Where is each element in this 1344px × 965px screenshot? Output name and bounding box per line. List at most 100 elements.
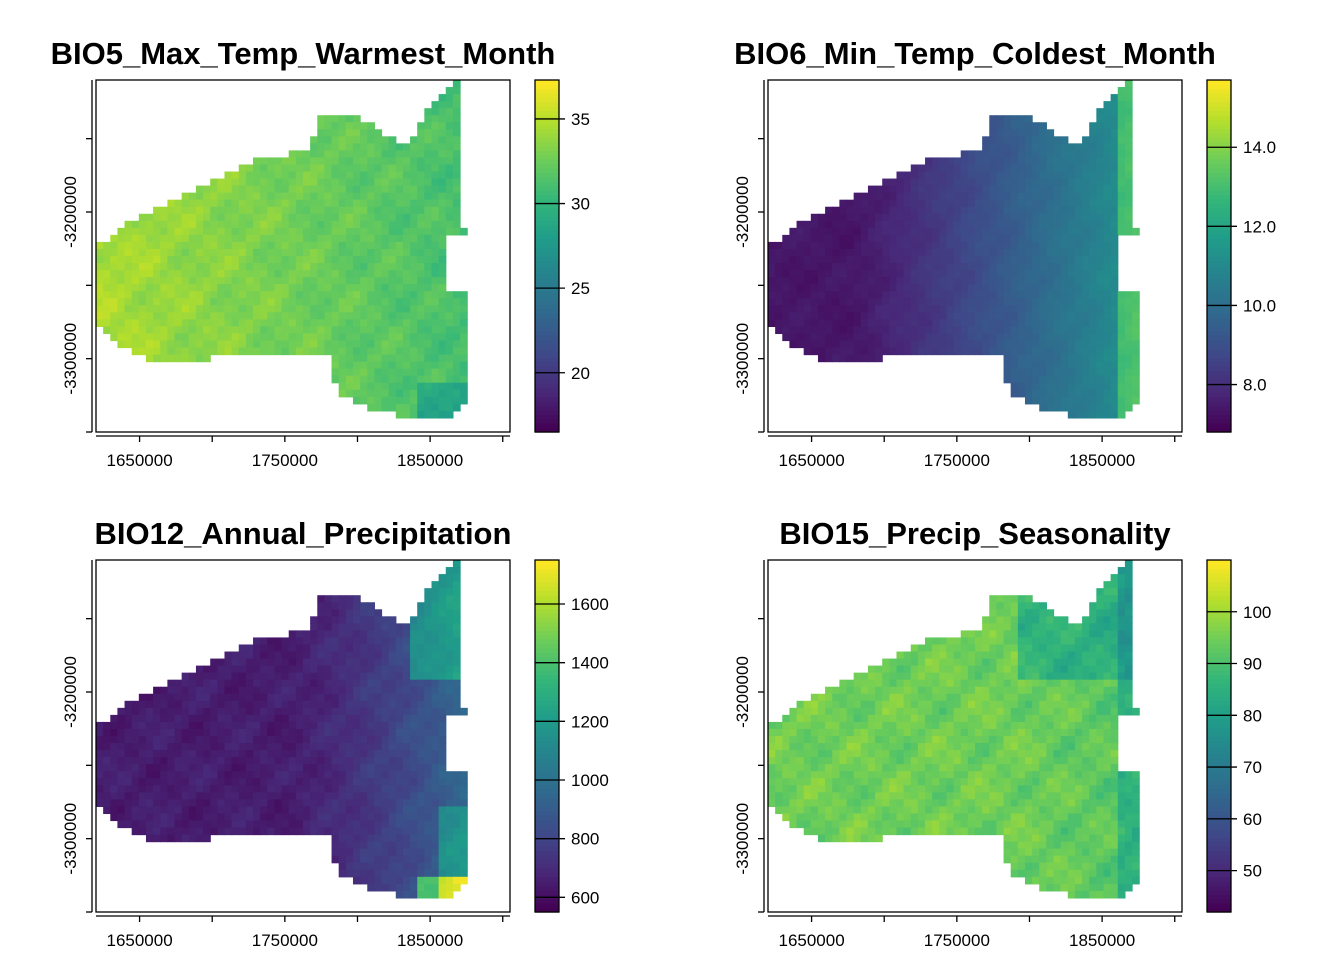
raster-cell [367, 757, 375, 765]
raster-cell [332, 376, 340, 384]
raster-cell [203, 792, 211, 800]
raster-cell [389, 270, 397, 278]
raster-cell [374, 390, 382, 398]
raster-cell [96, 736, 104, 744]
raster-cell [182, 348, 190, 356]
raster-cell [1039, 305, 1047, 313]
raster-cell [875, 249, 883, 257]
raster-cell [1011, 305, 1019, 313]
raster-cell [1096, 284, 1104, 292]
raster-cell [360, 362, 368, 370]
raster-cell [431, 411, 439, 419]
colorbar-segment [535, 186, 559, 191]
colorbar-segment [535, 225, 559, 230]
raster-cell [439, 680, 447, 688]
raster-cell [289, 820, 297, 828]
raster-cell [332, 842, 340, 850]
raster-cell [1089, 326, 1097, 334]
raster-cell [911, 319, 919, 327]
raster-cell [246, 221, 254, 229]
raster-cell [103, 284, 111, 292]
raster-cell [446, 687, 454, 695]
raster-cell [882, 214, 890, 222]
raster-cell [382, 828, 390, 836]
colorbar-segment [535, 208, 559, 213]
raster-cell [982, 333, 990, 341]
raster-cell [210, 722, 218, 730]
raster-cell [110, 249, 118, 257]
raster-cell [382, 694, 390, 702]
raster-cell [417, 778, 425, 786]
raster-cell [182, 298, 190, 306]
raster-cell [446, 122, 454, 130]
raster-cell [217, 319, 225, 327]
raster-cell [811, 228, 819, 236]
raster-cell [303, 228, 311, 236]
raster-cell [1111, 411, 1119, 419]
raster-cell [417, 411, 425, 419]
raster-cell [768, 312, 776, 320]
raster-cell [403, 200, 411, 208]
raster-cell [303, 666, 311, 674]
raster-cell [332, 750, 340, 758]
chart-title: BIO5_Max_Temp_Warmest_Month [51, 36, 556, 71]
raster-cell [918, 172, 926, 180]
raster-cell [775, 284, 783, 292]
raster-cell [424, 200, 432, 208]
raster-cell [1075, 411, 1083, 419]
raster-cell [374, 644, 382, 652]
raster-cell [146, 694, 154, 702]
raster-cell [232, 694, 240, 702]
raster-cell [96, 792, 104, 800]
raster-cell [424, 326, 432, 334]
raster-cell [439, 179, 447, 187]
raster-cell [825, 207, 833, 215]
raster-cell [332, 369, 340, 377]
raster-cell [189, 333, 197, 341]
raster-cell [360, 284, 368, 292]
raster-cell [882, 228, 890, 236]
raster-cell [339, 870, 347, 878]
raster-cell [167, 680, 175, 688]
raster-cell [460, 369, 468, 377]
raster-cell [932, 164, 940, 172]
raster-cell [196, 326, 204, 334]
raster-cell [175, 750, 183, 758]
raster-cell [410, 369, 418, 377]
raster-cell [274, 652, 282, 660]
raster-cell [239, 736, 247, 744]
raster-cell [417, 771, 425, 779]
raster-cell [975, 179, 983, 187]
raster-cell [961, 164, 969, 172]
raster-cell [875, 355, 883, 363]
raster-cell [96, 291, 104, 299]
raster-cell [453, 644, 461, 652]
raster-cell [446, 799, 454, 807]
raster-cell [260, 666, 268, 674]
raster-cell [811, 312, 819, 320]
raster-cell [117, 722, 125, 730]
raster-cell [861, 270, 869, 278]
raster-cell [439, 348, 447, 356]
raster-cell [353, 813, 361, 821]
raster-cell [153, 207, 161, 215]
raster-cell [868, 186, 876, 194]
raster-cell [339, 799, 347, 807]
raster-cell [439, 729, 447, 737]
raster-cell [453, 609, 461, 617]
raster-cell [346, 729, 354, 737]
raster-cell [1118, 186, 1126, 194]
raster-cell [1039, 369, 1047, 377]
raster-cell [324, 799, 332, 807]
raster-cell [818, 348, 826, 356]
raster-cell [160, 291, 168, 299]
raster-cell [1061, 214, 1069, 222]
raster-cell [103, 757, 111, 765]
raster-cell [160, 277, 168, 285]
raster-cell [424, 609, 432, 617]
raster-cell [360, 820, 368, 828]
raster-cell [1125, 108, 1133, 116]
raster-cell [431, 863, 439, 871]
raster-cell [439, 157, 447, 165]
raster-cell [182, 263, 190, 271]
